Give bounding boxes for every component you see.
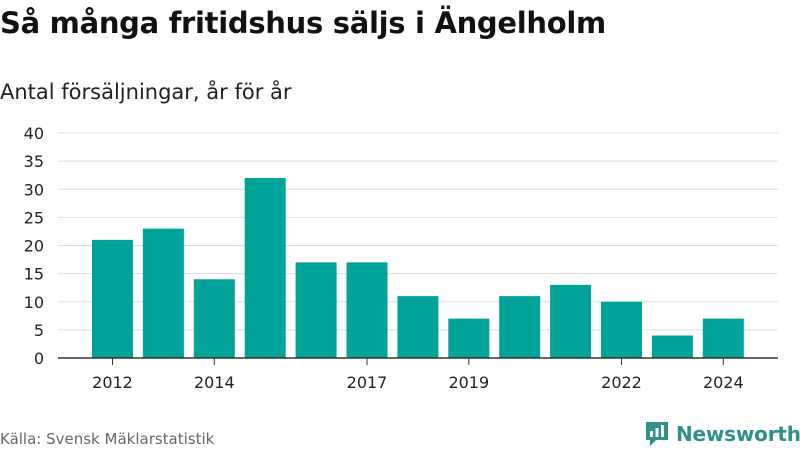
newsworthy-logo-icon — [646, 422, 668, 446]
y-tick-label: 10 — [24, 293, 44, 312]
bar-chart: 0 5 10 15 20 25 30 35 40 2012 2014 2017 2019 2022 202… — [24, 124, 778, 392]
chart-title: Så många fritidshus säljs i Ängelholm — [0, 6, 606, 40]
bar-2020 — [499, 296, 541, 358]
bar-2014 — [193, 279, 235, 358]
chart-subtitle: Antal försäljningar, år för år — [0, 80, 292, 104]
bar-2018 — [397, 296, 439, 358]
x-tick-label: 2017 — [347, 373, 388, 392]
y-tick-label: 15 — [24, 265, 44, 284]
bar-2016 — [295, 262, 337, 358]
y-tick-label: 35 — [24, 152, 44, 171]
bar-2023 — [651, 335, 693, 358]
x-tick-label: 2022 — [601, 373, 642, 392]
y-tick-label: 5 — [34, 321, 44, 340]
x-tick-label: 2012 — [92, 373, 133, 392]
bar-2019 — [448, 318, 490, 358]
brand-name: Newsworthy — [676, 422, 800, 446]
bar-2021 — [550, 284, 592, 358]
x-tick-label: 2024 — [703, 373, 744, 392]
x-tick-label: 2014 — [194, 373, 235, 392]
y-tick-label: 25 — [24, 208, 44, 227]
y-tick-label: 30 — [24, 180, 44, 199]
bar-2015 — [244, 178, 286, 358]
bar-2012 — [92, 239, 133, 358]
y-tick-label: 40 — [24, 124, 44, 143]
brand-logo: Newsworthy — [644, 419, 800, 449]
y-tick-label: 20 — [24, 237, 44, 256]
bars — [92, 178, 744, 358]
bar-2024 — [702, 318, 744, 358]
bar-2013 — [142, 228, 184, 358]
y-axis-ticks: 0 5 10 15 20 25 30 35 40 — [24, 124, 44, 368]
source-note: Källa: Svensk Mäklarstatistik — [0, 430, 215, 448]
bar-2017 — [346, 262, 388, 358]
x-tick-label: 2019 — [448, 373, 489, 392]
x-axis-ticks: 2012 2014 2017 2019 2022 2024 — [92, 358, 744, 392]
bar-2022 — [601, 301, 642, 358]
y-tick-label: 0 — [34, 349, 44, 368]
